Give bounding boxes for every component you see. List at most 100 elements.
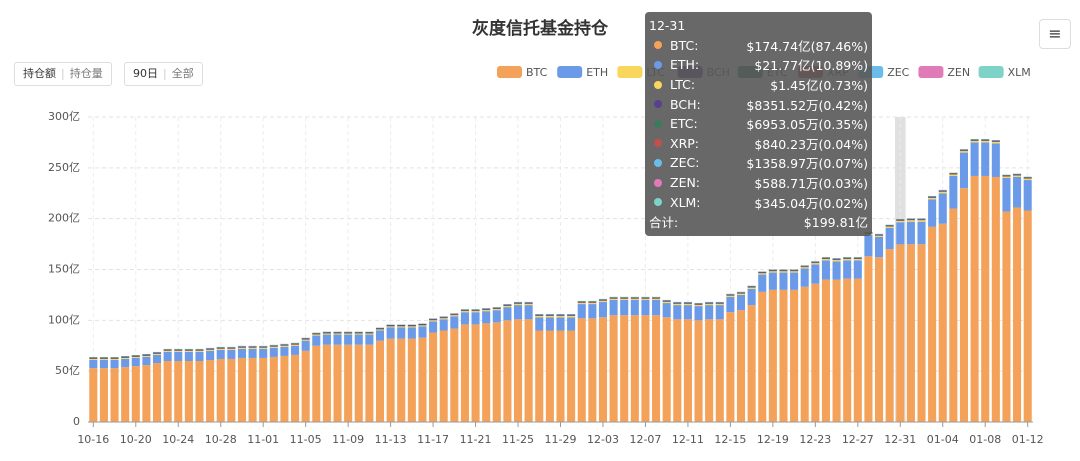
bar-segment <box>206 348 215 350</box>
bar-segment <box>864 234 873 257</box>
bar-segment <box>652 315 661 422</box>
bar-segment <box>598 317 608 422</box>
bar-segment <box>938 191 947 194</box>
bar-segment <box>970 142 979 176</box>
range-toggle[interactable]: 90日 | 全部 <box>124 62 203 86</box>
tooltip-value: $1.45亿(0.73%) <box>770 78 868 94</box>
bar-segment <box>142 354 151 356</box>
bar-segment <box>662 300 671 301</box>
bar-segment <box>280 346 289 356</box>
tooltip-value: $840.23万(0.04%) <box>754 136 868 152</box>
bar-segment <box>131 356 140 357</box>
bar-segment <box>906 221 915 245</box>
bar-segment <box>524 302 533 304</box>
bar-segment <box>821 257 830 259</box>
metric-toggle[interactable]: 持仓额 | 持仓量 <box>14 62 112 86</box>
bar-segment <box>269 347 278 357</box>
bar-segment <box>981 142 990 176</box>
bar-segment <box>917 244 926 422</box>
bar-segment <box>344 332 353 334</box>
tooltip-value: $345.04万(0.02%) <box>754 195 868 211</box>
range-all-button[interactable]: 全部 <box>171 67 194 80</box>
bar-segment <box>981 175 990 422</box>
tooltip-row: XRP: $840.23万(0.04%) <box>649 134 868 154</box>
x-tick-label: 10-24 <box>162 433 194 446</box>
bar-segment <box>843 259 852 261</box>
bar-segment <box>885 224 894 226</box>
tooltip-label: LTC: <box>670 77 696 93</box>
bar-segment <box>216 347 225 349</box>
bar-segment <box>471 310 480 312</box>
bar-segment <box>492 309 501 311</box>
bar-segment <box>492 308 501 310</box>
tooltip-row: ETC: $6953.05万(0.35%) <box>649 114 868 134</box>
bar-segment <box>588 304 597 319</box>
bar-segment <box>142 365 151 422</box>
bar-segment <box>609 297 618 298</box>
tooltip-row: ZEC: $1358.97万(0.07%) <box>649 153 868 173</box>
bar-segment <box>726 295 735 297</box>
bar-segment <box>620 297 629 299</box>
quantity-button[interactable]: 持仓量 <box>69 67 103 80</box>
bar-segment <box>429 319 438 321</box>
bar-segment <box>407 324 416 326</box>
bar-segment <box>535 330 544 422</box>
y-tick-label: 0 <box>73 415 80 428</box>
x-tick-label: 12-19 <box>757 433 789 446</box>
bar-segment <box>524 303 533 306</box>
bar-segment <box>906 244 915 422</box>
bar-segment <box>768 271 777 273</box>
bar-segment <box>736 294 746 311</box>
bar-segment <box>821 279 830 422</box>
bar-segment <box>694 303 703 305</box>
bar-segment <box>938 190 947 192</box>
bar-segment <box>386 326 395 328</box>
bar-segment <box>312 345 321 422</box>
bar-segment <box>195 361 204 422</box>
bar-segment <box>938 223 947 422</box>
bar-segment <box>853 259 862 261</box>
tooltip-value: $588.71万(0.03%) <box>754 176 868 192</box>
bar-segment <box>513 319 523 422</box>
bar-segment <box>821 259 830 261</box>
bar-segment <box>269 345 278 346</box>
bar-segment <box>981 139 990 141</box>
bar-segment <box>418 323 427 325</box>
x-tick-label: 12-11 <box>672 433 704 446</box>
bar-segment <box>365 332 374 334</box>
bar-segment <box>248 348 257 358</box>
bar-segment <box>662 300 671 302</box>
amount-button[interactable]: 持仓额 <box>23 67 56 80</box>
range-90-button[interactable]: 90日 <box>133 67 158 80</box>
bar-segment <box>630 300 639 316</box>
bar-segment <box>291 354 300 422</box>
legend-label: ZEC <box>887 66 909 79</box>
tooltip-dot <box>654 41 662 50</box>
x-tick-label: 12-07 <box>629 433 661 446</box>
bar-segment <box>609 297 618 299</box>
bar-segment <box>259 347 268 349</box>
tooltip: 12-31 BTC: $174.74亿(87.46%) ETH: $21.77亿(10.… <box>645 12 872 236</box>
y-tick-label: 200亿 <box>48 212 80 225</box>
tooltip-dot <box>654 158 662 167</box>
bar-segment <box>131 366 140 422</box>
bar-segment <box>970 139 979 141</box>
bar-segment <box>949 172 958 174</box>
bar-segment <box>736 292 746 293</box>
bar-segment <box>928 197 937 198</box>
bar-segment <box>577 304 586 319</box>
tooltip-row: BTC: $174.74亿(87.46%) <box>649 36 868 56</box>
bar-segment <box>152 352 162 354</box>
bar-segment <box>673 303 682 306</box>
bar-segment <box>641 298 650 300</box>
bar-segment <box>811 264 820 284</box>
bar-segment <box>418 324 427 326</box>
bar-segment <box>545 314 554 316</box>
bar-segment <box>790 272 799 290</box>
bar-segment <box>301 339 310 341</box>
menu-button[interactable]: ≡ <box>1039 19 1071 49</box>
bar-segment <box>439 318 448 320</box>
bar-segment <box>142 356 151 366</box>
bar-segment <box>896 244 905 422</box>
bar-segment <box>206 359 215 422</box>
